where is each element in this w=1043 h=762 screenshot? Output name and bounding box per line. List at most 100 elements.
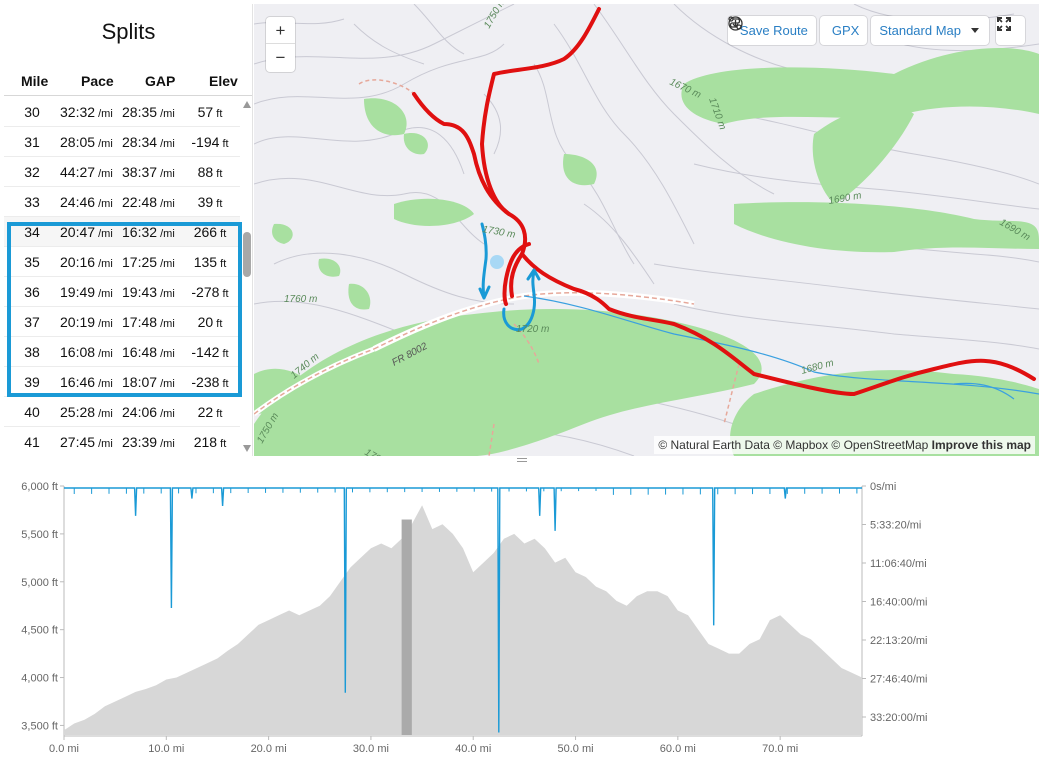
split-mile: 40	[24, 404, 40, 420]
forest-areas	[254, 48, 1039, 456]
unit-label: /mi	[157, 228, 175, 240]
unit-label: /mi	[95, 108, 113, 120]
scroll-thumb[interactable]	[243, 232, 251, 277]
gpx-label: GPX	[831, 23, 860, 38]
split-pace: 28:05 /mi	[60, 134, 113, 150]
map-style-dropdown[interactable]: Standard Map	[871, 16, 989, 45]
streams	[523, 295, 1039, 400]
split-elev: -238 ft	[191, 374, 229, 390]
scroll-down-arrow-icon[interactable]	[243, 445, 251, 452]
split-pace: 16:08 /mi	[60, 344, 113, 360]
map-view[interactable]: 1750 m 1730 m 1720 m 1710 m 1670 m 1690 m 1690…	[254, 4, 1039, 456]
zoom-out-button[interactable]: −	[275, 48, 286, 67]
grip-icon	[517, 458, 527, 462]
elevation-area[interactable]	[64, 505, 862, 735]
unit-label: ft	[219, 348, 229, 360]
unit-label: /mi	[95, 168, 113, 180]
attribution-text[interactable]: © Natural Earth Data © Mapbox © OpenStre…	[658, 438, 929, 452]
gpx-button[interactable]: GPX	[728, 16, 868, 45]
split-mile: 38	[24, 344, 40, 360]
split-row[interactable]: 37 20:19 /mi 17:48 /mi 20 ft	[4, 307, 240, 337]
split-row[interactable]: 38 16:08 /mi 16:48 /mi -142 ft	[4, 337, 240, 367]
route-line	[412, 7, 1036, 396]
split-mile: 31	[24, 134, 40, 150]
unit-label: ft	[217, 438, 227, 450]
splits-table-body[interactable]: 30 32:32 /mi 28:35 /mi 57 ft 31 28:05 /mi 28:3…	[4, 97, 240, 456]
split-gap: 38:37 /mi	[122, 164, 175, 180]
unit-label: ft	[213, 318, 223, 330]
splits-panel: Splits Mile Pace GAP Elev 30 32:32 /mi 28:…	[4, 4, 253, 456]
panel-resize-handle[interactable]	[4, 456, 1039, 464]
elevation-pace-chart[interactable]: 6,000 ft 5,500 ft 5,000 ft 4,500 ft 4,000 ft…	[4, 464, 1039, 762]
unit-label: /mi	[157, 258, 175, 270]
split-gap: 18:07 /mi	[122, 374, 175, 390]
split-row[interactable]: 31 28:05 /mi 28:34 /mi -194 ft	[4, 127, 240, 157]
fullscreen-button[interactable]	[996, 16, 1025, 45]
scroll-up-arrow-icon[interactable]	[243, 101, 251, 108]
split-gap: 17:25 /mi	[122, 254, 175, 270]
fullscreen-icon	[997, 17, 1011, 31]
split-pace: 25:28 /mi	[60, 404, 113, 420]
split-gap: 22:48 /mi	[122, 194, 175, 210]
split-elev: -278 ft	[191, 284, 229, 300]
chart-canvas[interactable]: 6,000 ft 5,500 ft 5,000 ft 4,500 ft 4,000 ft…	[4, 464, 1039, 762]
unit-label: /mi	[95, 288, 113, 300]
split-mile: 35	[24, 254, 40, 270]
unit-label: ft	[213, 198, 223, 210]
improve-map-link[interactable]: Improve this map	[931, 438, 1031, 452]
split-elev: 88 ft	[197, 164, 223, 180]
split-elev: 39 ft	[197, 194, 223, 210]
unit-label: ft	[219, 288, 229, 300]
y-left-tick-label: 5,000 ft	[21, 577, 58, 589]
selected-mile-band	[401, 519, 412, 735]
y-right-tick-label: 27:46:40/mi	[870, 674, 927, 686]
split-gap: 19:43 /mi	[122, 284, 175, 300]
map-style-label: Standard Map	[879, 23, 961, 38]
unit-label: /mi	[157, 318, 175, 330]
split-row[interactable]: 30 32:32 /mi 28:35 /mi 57 ft	[4, 97, 240, 127]
map-toolbar: Save Route GPX Standard Map	[727, 16, 989, 45]
split-row[interactable]: 39 16:46 /mi 18:07 /mi -238 ft	[4, 367, 240, 397]
x-tick-label: 70.0 mi	[762, 743, 798, 755]
split-gap: 23:39 /mi	[122, 434, 175, 450]
x-tick-label: 40.0 mi	[455, 743, 491, 755]
x-tick-label: 0.0 mi	[49, 743, 79, 755]
unit-label: ft	[219, 378, 229, 390]
split-elev: 266 ft	[193, 224, 227, 240]
split-row[interactable]: 34 20:47 /mi 16:32 /mi 266 ft	[4, 217, 240, 247]
x-tick-label: 30.0 mi	[353, 743, 389, 755]
split-row[interactable]: 36 19:49 /mi 19:43 /mi -278 ft	[4, 277, 240, 307]
split-mile: 30	[24, 104, 40, 120]
split-elev: -142 ft	[191, 344, 229, 360]
split-row[interactable]: 33 24:46 /mi 22:48 /mi 39 ft	[4, 187, 240, 217]
unit-label: /mi	[157, 138, 175, 150]
col-mile-header: Mile	[21, 73, 49, 89]
splits-scrollbar[interactable]	[241, 97, 252, 456]
split-row[interactable]: 40 25:28 /mi 24:06 /mi 22 ft	[4, 397, 240, 427]
caret-down-icon	[971, 28, 979, 33]
contour-label: 1760 m	[284, 294, 317, 305]
split-gap: 16:48 /mi	[122, 344, 175, 360]
split-gap: 24:06 /mi	[122, 404, 175, 420]
split-row[interactable]: 41 27:45 /mi 23:39 /mi 218 ft	[4, 427, 240, 456]
split-pace: 16:46 /mi	[60, 374, 113, 390]
split-mile: 37	[24, 314, 40, 330]
split-elev: 218 ft	[193, 434, 227, 450]
unit-label: ft	[213, 408, 223, 420]
split-row[interactable]: 32 44:27 /mi 38:37 /mi 88 ft	[4, 157, 240, 187]
split-elev: 135 ft	[193, 254, 227, 270]
y-left-tick-label: 4,000 ft	[21, 673, 58, 685]
unit-label: /mi	[95, 318, 113, 330]
split-elev: 20 ft	[197, 314, 223, 330]
split-pace: 27:45 /mi	[60, 434, 113, 450]
split-elev: 57 ft	[197, 104, 223, 120]
zoom-in-button[interactable]: +	[266, 17, 295, 44]
hand-drawn-annotation	[478, 222, 541, 332]
split-mile: 32	[24, 164, 40, 180]
split-row[interactable]: 35 20:16 /mi 17:25 /mi 135 ft	[4, 247, 240, 277]
split-pace: 20:47 /mi	[60, 224, 113, 240]
contour-label: 1720 m	[516, 324, 549, 335]
save-route-button[interactable]: Save Route	[727, 16, 816, 45]
unit-label: /mi	[157, 198, 175, 210]
